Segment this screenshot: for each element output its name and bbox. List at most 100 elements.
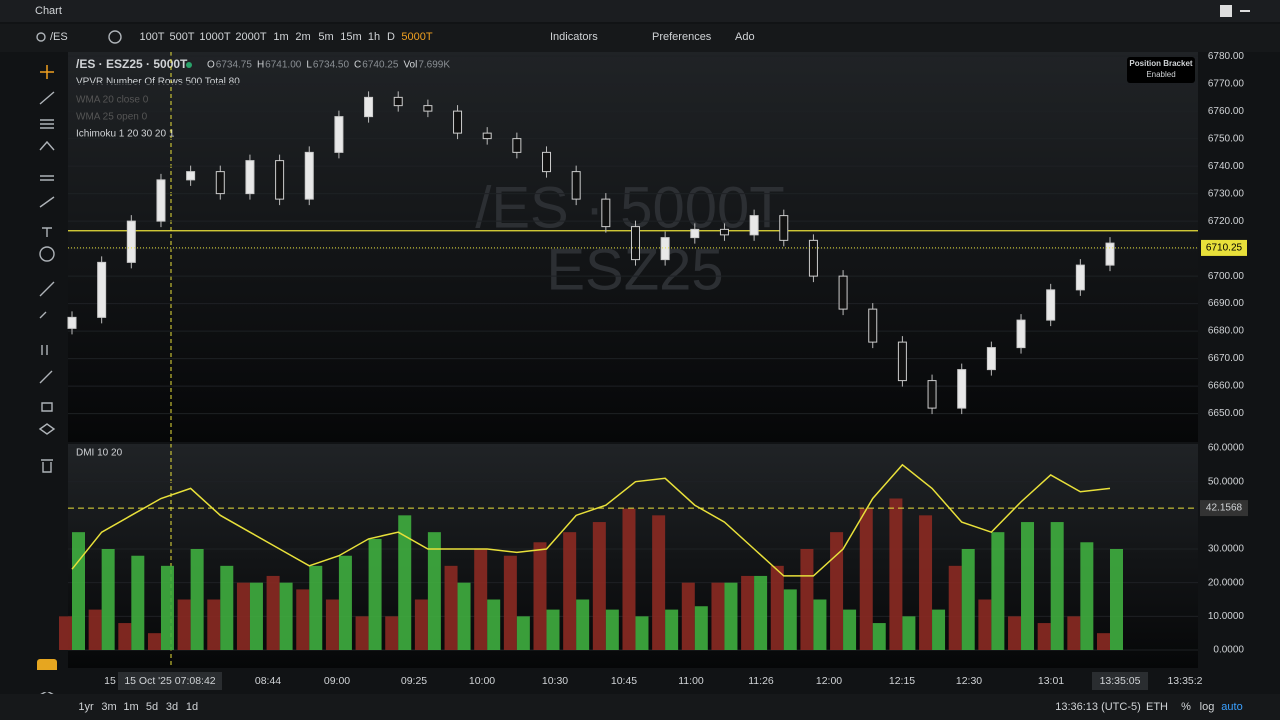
dmi-bar — [859, 508, 873, 650]
dmi-bar — [605, 609, 619, 650]
x-tick-label: 08:44 — [255, 675, 281, 687]
status-dot — [186, 62, 192, 68]
y-tick-label: 60.0000 — [1208, 443, 1245, 454]
dmi-bar — [236, 582, 250, 650]
x-tick-label: 13:01 — [1038, 675, 1064, 687]
timeframe[interactable]: 1000T — [199, 31, 230, 43]
dmi-bar — [991, 532, 1005, 650]
range-button[interactable]: 3d — [166, 701, 178, 713]
dmi-bar — [1110, 549, 1123, 650]
candle — [393, 96, 403, 107]
timeframe[interactable]: 500T — [169, 31, 194, 43]
time-axis-bg — [0, 670, 1280, 692]
dmi-bar — [147, 633, 161, 650]
y-tick-label: 6700.00 — [1208, 271, 1245, 282]
ohlc-key: O — [207, 60, 215, 71]
preferences-button[interactable]: Preferences — [652, 31, 712, 43]
timeframe[interactable]: 1m — [273, 31, 288, 43]
time-tag — [1092, 672, 1148, 690]
y-tick-label: 6680.00 — [1208, 326, 1245, 337]
axis-option[interactable]: log — [1200, 701, 1215, 713]
candle — [423, 105, 433, 112]
dmi-bar — [576, 599, 590, 650]
dmi-bar — [533, 542, 547, 650]
dmi-bar — [207, 599, 221, 650]
x-tick-label: 10:45 — [611, 675, 637, 687]
trash-tool[interactable] — [41, 459, 53, 473]
candle — [186, 171, 196, 181]
timeframe[interactable]: D — [387, 31, 395, 43]
dmi-bar — [309, 565, 323, 650]
ohlc-key: L — [306, 60, 312, 71]
range-button[interactable]: 5d — [146, 701, 158, 713]
dmi-bar — [592, 522, 606, 650]
dmi-bar — [118, 623, 132, 650]
ohlc-value: 6740.25 — [362, 60, 399, 71]
title-bar — [0, 0, 1280, 22]
range-button[interactable]: 3m — [101, 701, 116, 713]
dmi-bar — [279, 582, 293, 650]
dmi-bar — [889, 498, 903, 650]
dmi-bar — [681, 582, 695, 650]
timeframe[interactable]: 5000T — [401, 31, 432, 43]
indicators-button[interactable]: Indicators — [550, 31, 598, 43]
candle — [630, 226, 640, 261]
y-tick-label: 10.0000 — [1208, 611, 1245, 622]
x-tick-label: 10:00 — [469, 675, 495, 687]
position-bracket[interactable] — [1127, 57, 1195, 83]
dmi-bar — [902, 616, 916, 650]
timeframe[interactable]: 1h — [368, 31, 380, 43]
candle — [927, 380, 937, 409]
watermark: /ES · 5000T — [475, 175, 784, 240]
dmi-bar — [754, 575, 768, 650]
minimize[interactable] — [1240, 10, 1250, 12]
session[interactable]: ETH — [1146, 701, 1168, 713]
candle — [215, 171, 225, 195]
crosshair-tool[interactable] — [40, 65, 54, 79]
dmi-bar — [249, 582, 263, 650]
drawing-tools[interactable] — [39, 91, 55, 237]
candle — [957, 369, 967, 409]
add-window[interactable] — [1220, 5, 1232, 17]
candle — [779, 215, 789, 241]
candle — [986, 347, 996, 371]
search-icon[interactable] — [36, 32, 46, 42]
emoji-tool[interactable] — [39, 246, 55, 262]
timeframe[interactable]: 100T — [139, 31, 164, 43]
dmi-bar — [444, 565, 458, 650]
dmi-bar — [1037, 623, 1051, 650]
dmi-bar — [177, 599, 191, 650]
range-button[interactable]: 1yr — [78, 701, 94, 713]
study: Ichimoku 1 20 30 20 1 — [76, 129, 175, 140]
candle — [275, 160, 285, 200]
y-tick-label: 30.0000 — [1208, 544, 1245, 555]
more-tools[interactable] — [38, 281, 56, 435]
left-toolbar — [0, 52, 66, 720]
candle — [67, 316, 77, 329]
add-button[interactable]: Ado — [735, 31, 755, 43]
y-tick-label: 6690.00 — [1208, 298, 1245, 309]
timeframe[interactable]: 2000T — [235, 31, 266, 43]
y-tick-label: 6740.00 — [1208, 161, 1245, 172]
bracket-title: Position Bracket — [1129, 59, 1192, 68]
x-tick-label: 15 Oct '25 07:08:42 — [124, 675, 215, 687]
axis-option[interactable]: % — [1181, 701, 1191, 713]
timeframe[interactable]: 5m — [318, 31, 333, 43]
dmi-bar — [830, 532, 844, 650]
add-symbol[interactable] — [108, 30, 122, 44]
dmi-bar — [503, 555, 517, 650]
dmi-bar — [711, 582, 725, 650]
symbol-box[interactable]: /ES — [50, 31, 68, 43]
range-button[interactable]: 1d — [186, 701, 198, 713]
dmi-bar — [546, 609, 560, 650]
dmi-bar — [770, 565, 784, 650]
range-button[interactable]: 1m — [123, 701, 138, 713]
axis-option[interactable]: auto — [1221, 701, 1242, 713]
y-tick-label: 20.0000 — [1208, 577, 1245, 588]
dmi-bar — [694, 606, 708, 650]
y-tick-label: 6670.00 — [1208, 353, 1245, 364]
timeframe[interactable]: 15m — [340, 31, 361, 43]
dmi-bar — [1050, 522, 1064, 650]
timeframe[interactable]: 2m — [295, 31, 310, 43]
x-tick-label: 15 — [104, 675, 116, 687]
